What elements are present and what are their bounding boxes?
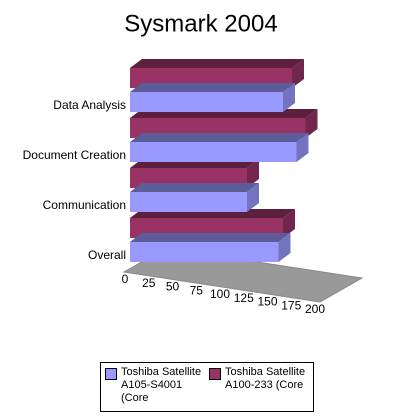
- legend-label: Toshiba Satellite A100-233 (Core: [225, 366, 306, 391]
- x-tick-label: 0: [122, 272, 129, 286]
- x-tick-label: 100: [210, 287, 230, 301]
- x-tick-label: 175: [281, 298, 301, 312]
- legend: Toshiba Satellite A105-S4001 (Core Toshib…: [100, 362, 314, 412]
- legend-label: Toshiba Satellite A105-S4001 (Core: [121, 366, 202, 404]
- y-tick-label: Document Creation: [23, 148, 126, 162]
- bar-top: [130, 133, 309, 142]
- x-tick-label: 25: [142, 276, 156, 290]
- bar-top: [130, 83, 295, 92]
- legend-item: Toshiba Satellite A105-S4001 (Core: [105, 366, 203, 408]
- bar-side: [278, 233, 291, 262]
- bar-side: [292, 59, 304, 88]
- x-tick-label: 50: [166, 280, 180, 294]
- bar-side: [283, 209, 295, 238]
- y-tick-label: Data Analysis: [53, 98, 126, 112]
- bar-front: [130, 242, 279, 262]
- y-tick-label: Overall: [88, 248, 126, 262]
- bar: [130, 183, 259, 212]
- bar-front: [130, 142, 297, 162]
- bar-side: [283, 83, 295, 112]
- legend-swatch: [209, 368, 221, 380]
- x-tick-label: 150: [257, 295, 277, 309]
- bar-side: [247, 183, 259, 212]
- bar: [130, 133, 309, 162]
- legend-item: Toshiba Satellite A100-233 (Core: [209, 366, 307, 408]
- legend-swatch: [105, 368, 117, 380]
- bar-side: [305, 109, 318, 138]
- bar-side: [296, 133, 309, 162]
- x-tick-label: 75: [190, 283, 204, 297]
- y-tick-label: Communication: [43, 198, 126, 212]
- bar-top: [130, 59, 304, 68]
- bar-top: [130, 233, 291, 242]
- bar: [130, 233, 291, 262]
- bar: [130, 83, 295, 112]
- x-tick-label: 200: [305, 302, 325, 316]
- bar-front: [130, 92, 283, 112]
- bar-top: [130, 183, 259, 192]
- x-tick-label: 125: [234, 291, 254, 305]
- chart-title: Sysmark 2004: [124, 10, 277, 37]
- bar-front: [130, 192, 247, 212]
- bar-side: [247, 159, 259, 188]
